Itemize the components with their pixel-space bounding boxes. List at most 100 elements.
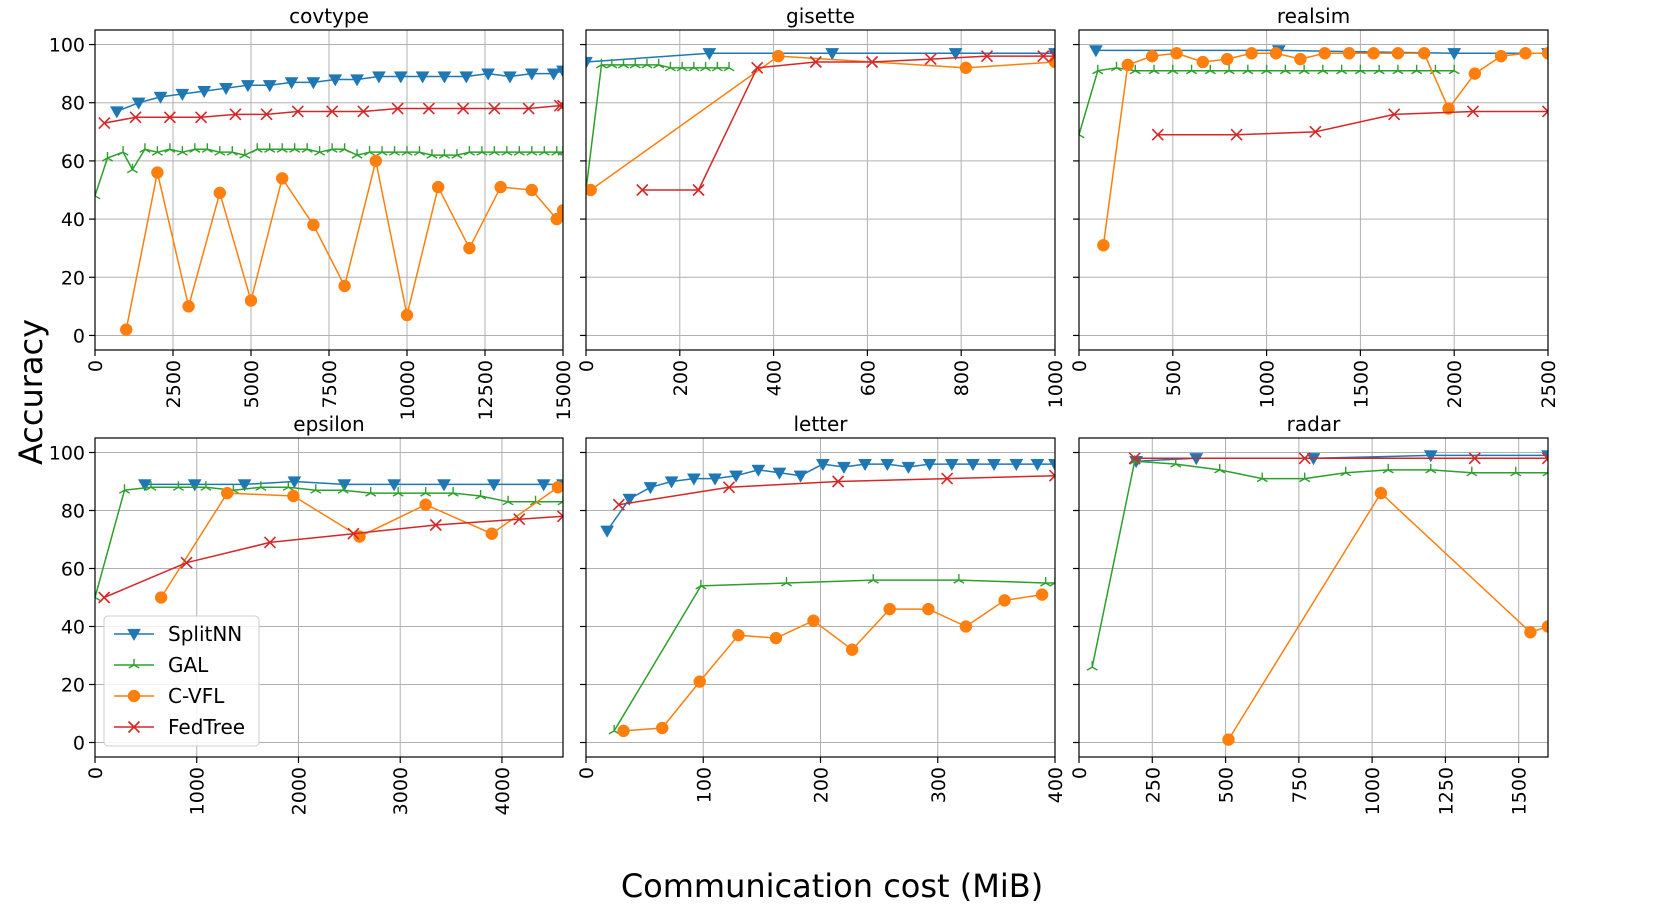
data-point-c-vfl [959, 620, 973, 633]
data-point-splitnn [237, 479, 252, 492]
panels-layer: 0 2500 5000 7500 10000 12500 15000020406080100… [49, 4, 1560, 815]
x-tick-label: 200 [670, 360, 692, 396]
data-point-fedtree [1466, 105, 1480, 118]
series-line-gal [95, 486, 563, 598]
data-point-fedtree [263, 536, 277, 549]
data-point-gal [526, 146, 538, 156]
series-group [1079, 45, 1548, 252]
data-point-fedtree [556, 99, 563, 112]
data-point-gal [95, 189, 101, 200]
legend-marker [128, 659, 140, 669]
data-point-c-vfl [485, 527, 499, 540]
data-point-gal [95, 591, 101, 602]
series-group [600, 458, 1055, 738]
data-point-fedtree [1468, 452, 1481, 465]
panel-title: gisette [786, 4, 855, 28]
data-point-splitnn [1306, 453, 1321, 466]
data-point-splitnn [287, 476, 302, 489]
data-point-fedtree [98, 117, 111, 130]
data-point-gal [1448, 64, 1460, 75]
grid-lines [94, 30, 564, 350]
data-point-c-vfl [772, 49, 785, 63]
data-point-c-vfl [1170, 47, 1183, 60]
x-tick-label: 1250 [1435, 767, 1457, 815]
data-point-gal [201, 143, 213, 153]
data-point-splitnn [524, 68, 539, 81]
data-point-splitnn [622, 493, 637, 506]
data-point-splitnn [1189, 453, 1204, 466]
data-point-gal [392, 487, 404, 497]
data-point-splitnn [751, 464, 766, 477]
series-line-c-vfl [590, 55, 1055, 191]
data-point-c-vfl [1391, 47, 1405, 60]
data-point-fedtree [612, 498, 625, 511]
data-point-fedtree [163, 111, 176, 124]
legend-label: GAL [168, 653, 209, 677]
x-tick-label: 10000 [397, 360, 419, 420]
data-point-gal [606, 58, 618, 69]
data-point-c-vfl [1494, 49, 1508, 63]
data-point-gal [557, 495, 563, 506]
data-point-c-vfl [287, 489, 300, 503]
data-point-splitnn [306, 77, 321, 90]
data-point-fedtree [513, 513, 526, 526]
data-point-fedtree [1309, 125, 1322, 138]
data-point-c-vfl [1541, 620, 1548, 633]
y-tick-label: 40 [61, 617, 85, 639]
data-point-splitnn [948, 48, 963, 61]
data-point-splitnn [556, 65, 563, 78]
data-point-c-vfl [1145, 49, 1159, 63]
data-point-gal [314, 146, 326, 156]
x-tick-label: 100 [693, 767, 715, 803]
data-point-c-vfl [1220, 52, 1234, 66]
data-point-gal [376, 146, 388, 156]
data-point-fedtree [1048, 469, 1055, 482]
x-tick-label: 5000 [241, 360, 263, 408]
plot-frame [585, 29, 1056, 351]
data-point-splitnn [371, 71, 386, 84]
data-point-splitnn [1088, 45, 1103, 58]
data-point-gal [780, 577, 793, 587]
data-point-gal [326, 143, 338, 153]
data-point-gal [475, 490, 487, 500]
y-tick-label: 100 [49, 35, 85, 57]
data-point-splitnn [459, 71, 474, 84]
data-point-fedtree [1151, 128, 1164, 141]
data-point-gal [1167, 64, 1179, 75]
data-point-c-vfl [1245, 47, 1258, 60]
data-point-fedtree [1388, 108, 1401, 121]
data-point-gal [365, 487, 377, 497]
x-tick-label: 250 [1142, 767, 1164, 803]
data-point-gal [1129, 64, 1141, 75]
data-point-splitnn [837, 461, 851, 475]
x-tick-label: 12500 [475, 360, 497, 420]
data-point-fedtree [866, 55, 879, 69]
data-point-c-vfl [400, 308, 414, 322]
data-point-gal [1086, 661, 1098, 671]
data-point-c-vfl [525, 183, 539, 197]
data-point-gal [463, 146, 475, 156]
data-point-gal [239, 149, 251, 159]
panel-title: epsilon [293, 412, 364, 436]
data-point-c-vfl [769, 631, 783, 645]
data-point-splitnn [664, 476, 679, 489]
data-point-c-vfl [1342, 47, 1356, 60]
data-point-splitnn [815, 458, 830, 472]
data-point-gal [451, 149, 463, 159]
series-line-c-vfl [1227, 492, 1548, 740]
data-point-gal [200, 481, 212, 491]
data-point-gal [723, 61, 735, 72]
data-point-fedtree [722, 481, 736, 494]
data-point-splitnn [772, 467, 787, 480]
plot-frame [94, 437, 564, 758]
data-point-gal [337, 484, 349, 494]
data-point-gal [126, 163, 138, 174]
data-point-gal [488, 146, 500, 156]
data-point-gal [501, 146, 513, 156]
data-point-splitnn [219, 83, 233, 96]
data-point-gal [1510, 466, 1522, 477]
data-point-c-vfl [617, 724, 630, 738]
data-point-gal [1049, 577, 1055, 587]
legend: SplitNN GAL C-VFL FedTree [103, 615, 260, 747]
